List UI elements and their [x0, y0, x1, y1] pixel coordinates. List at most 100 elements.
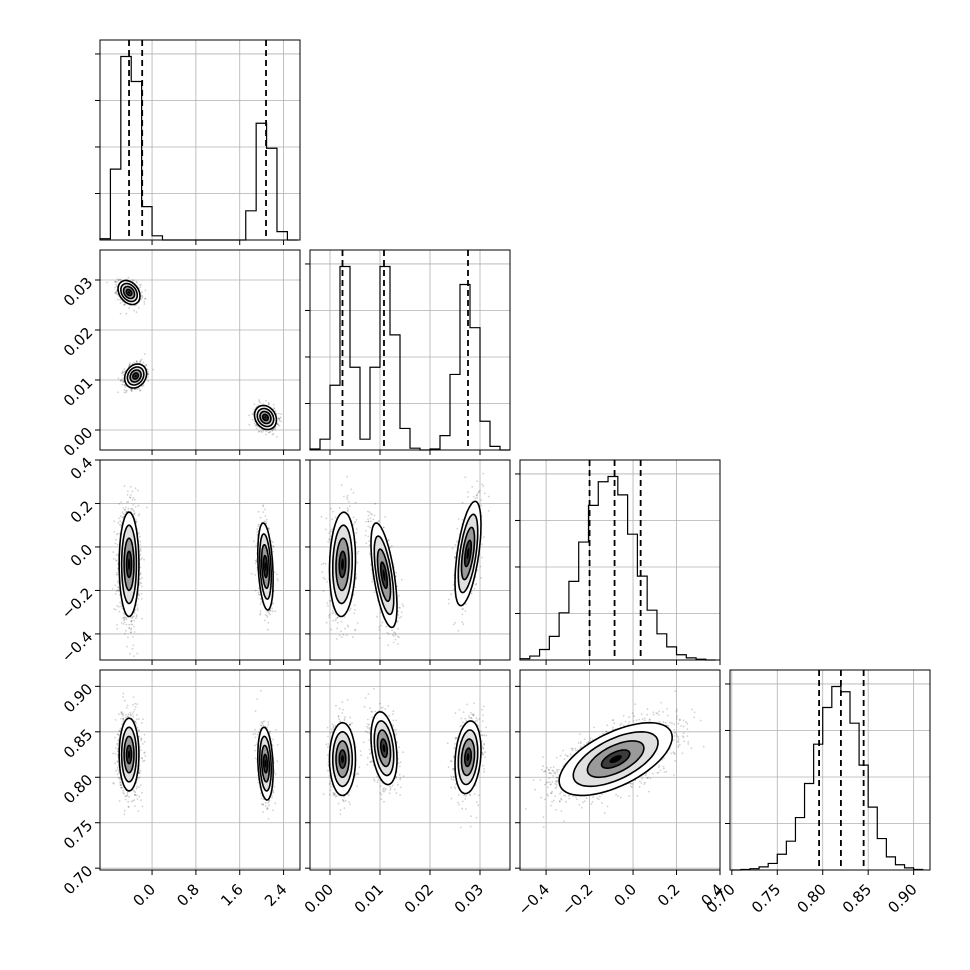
- sample-point: [125, 618, 128, 621]
- sample-point: [350, 488, 353, 491]
- sample-point: [127, 507, 130, 510]
- sample-point: [250, 572, 253, 575]
- sample-point: [122, 381, 125, 383]
- sample-point: [126, 494, 129, 496]
- sample-point: [123, 619, 125, 622]
- sample-point: [248, 414, 251, 417]
- joint-panel-1-0: [99, 249, 301, 451]
- sample-point: [265, 433, 267, 436]
- sample-point: [334, 516, 337, 519]
- hist-panel-0: [95, 39, 301, 241]
- sample-point: [255, 560, 258, 563]
- sample-point: [129, 652, 132, 655]
- sample-point: [327, 604, 329, 607]
- sample-point: [133, 513, 136, 516]
- sample-point: [114, 280, 116, 283]
- sample-point: [123, 383, 126, 386]
- joint-panel-2-1: [309, 459, 511, 661]
- sample-point: [128, 364, 131, 367]
- sample-point: [327, 541, 330, 543]
- sample-point: [326, 581, 328, 583]
- sample-point: [352, 492, 355, 494]
- sample-point: [114, 584, 117, 587]
- sample-point: [135, 604, 138, 606]
- sample-point: [131, 615, 134, 618]
- sample-point: [262, 504, 264, 507]
- sample-point: [146, 368, 149, 371]
- sample-point: [346, 510, 349, 512]
- contour-line: [126, 366, 145, 386]
- sample-point: [139, 540, 142, 543]
- sample-point: [139, 389, 141, 392]
- sample-point: [352, 523, 355, 526]
- sample-point: [123, 368, 126, 370]
- sample-point: [131, 279, 134, 282]
- sample-point: [115, 573, 118, 576]
- contour-line: [256, 407, 275, 428]
- sample-point: [122, 374, 125, 376]
- sample-point: [258, 399, 261, 401]
- sample-point: [141, 291, 143, 293]
- sample-point: [272, 602, 275, 605]
- sample-point: [338, 634, 341, 637]
- panel-frame: [99, 39, 301, 241]
- sample-point: [264, 520, 267, 523]
- density-peak: [264, 561, 267, 572]
- contour-line: [122, 285, 136, 300]
- sample-point: [125, 506, 127, 509]
- sample-point: [130, 485, 132, 488]
- sample-point: [349, 607, 352, 610]
- sample-point: [130, 620, 133, 623]
- sample-point: [322, 590, 325, 592]
- sample-point: [130, 508, 133, 510]
- sample-point: [113, 520, 116, 522]
- sample-point: [276, 423, 279, 426]
- sample-point: [125, 616, 128, 619]
- sample-point: [119, 515, 122, 518]
- sample-point: [347, 509, 350, 511]
- histogram-step: [519, 475, 716, 661]
- sample-point: [325, 528, 327, 531]
- sample-point: [328, 539, 331, 541]
- sample-point: [136, 360, 138, 363]
- sample-point: [138, 594, 141, 597]
- sample-point: [274, 428, 277, 431]
- sample-point: [271, 429, 274, 432]
- sample-point: [346, 507, 349, 510]
- sample-point: [120, 501, 123, 503]
- sample-point: [143, 303, 146, 305]
- sample-point: [112, 557, 115, 560]
- sample-point: [115, 291, 118, 294]
- sample-point: [341, 636, 343, 639]
- sample-point: [357, 550, 360, 553]
- contour-line: [257, 522, 274, 611]
- sample-point: [258, 400, 261, 403]
- sample-point: [118, 610, 121, 613]
- sample-point: [135, 614, 138, 616]
- sample-point: [275, 573, 278, 576]
- sample-point: [254, 562, 257, 565]
- sample-point: [274, 427, 276, 430]
- contour-line: [259, 410, 272, 425]
- sample-point: [118, 605, 120, 608]
- sample-point: [122, 516, 125, 518]
- sample-point: [257, 510, 260, 513]
- sample-point: [117, 586, 120, 589]
- sample-point: [130, 389, 133, 391]
- sample-point: [139, 286, 142, 288]
- sample-point: [147, 373, 150, 376]
- sample-point: [114, 281, 117, 284]
- sample-point: [133, 625, 136, 628]
- sample-point: [138, 283, 141, 286]
- sample-point: [122, 513, 125, 515]
- sample-point: [132, 615, 135, 618]
- sample-point: [346, 498, 349, 501]
- sample-point: [353, 612, 356, 615]
- sample-point: [267, 431, 270, 434]
- sample-point: [117, 391, 119, 394]
- sample-point: [117, 543, 119, 546]
- sample-point: [139, 573, 142, 576]
- contour-line: [119, 282, 139, 303]
- panel-frame: [519, 459, 721, 661]
- sample-point: [125, 389, 127, 392]
